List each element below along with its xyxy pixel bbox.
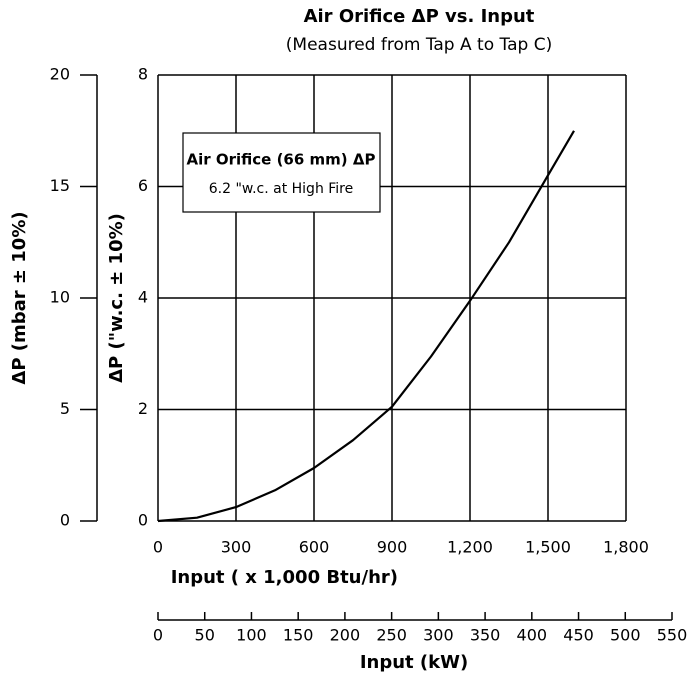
chart-title: Air Orifice ΔP vs. Input [304,6,535,27]
y2-tick-label: 0 [60,511,70,530]
annotation-title: Air Orifice (66 mm) ΔP [187,151,376,169]
y-tick-label: 8 [138,65,148,84]
x-tick-label: 1,200 [447,538,493,557]
y2-axis-label: ΔP (mbar ± 10%) [9,211,30,384]
x2-tick-label: 350 [470,626,501,645]
chart-subtitle: (Measured from Tap A to Tap C) [286,35,552,55]
x2-tick-label: 200 [330,626,361,645]
x2-tick-label: 550 [657,626,688,645]
x2-tick-label: 250 [376,626,407,645]
x-tick-label: 900 [377,538,408,557]
annotation-box [182,132,381,213]
y-tick-label: 6 [138,176,148,195]
x2-tick-label: 400 [517,626,548,645]
y2-tick-label: 5 [60,399,70,418]
x2-tick-label: 0 [153,626,163,645]
y2-tick-label: 15 [50,176,70,195]
data-line [157,130,575,523]
x-axis-label: Input ( x 1,000 Btu/hr) [171,567,398,588]
x2-tick-label: 500 [610,626,641,645]
y-tick-label: 0 [138,511,148,530]
x2-tick-label: 100 [236,626,267,645]
x2-axis-label: Input (kW) [360,652,468,673]
y2-tick-label: 20 [50,65,70,84]
x2-tick-label: 150 [283,626,314,645]
y-tick-label: 2 [138,399,148,418]
x-tick-label: 600 [299,538,330,557]
annotation-text: 6.2 "w.c. at High Fire [209,181,354,197]
x2-tick-label: 50 [195,626,215,645]
x2-tick-label: 300 [423,626,454,645]
y-axis-label: ΔP ("w.c. ± 10%) [106,213,127,383]
x-tick-label: 0 [153,538,163,557]
x-tick-label: 300 [221,538,252,557]
y2-tick-label: 10 [50,288,70,307]
y-tick-label: 4 [138,288,148,307]
x2-tick-label: 450 [563,626,594,645]
x-tick-label: 1,500 [525,538,571,557]
x-tick-label: 1,800 [603,538,649,557]
